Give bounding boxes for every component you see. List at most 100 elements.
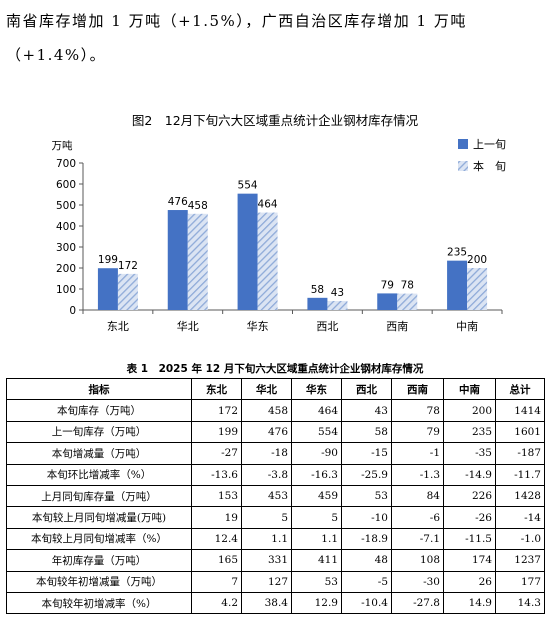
table-row: 本旬较年初增减率（%） 4.2 38.4 12.9 -10.4 -27.8 14.9 14.3	[6, 591, 545, 615]
value-cell: -90	[291, 442, 342, 465]
value-cell: 331	[241, 549, 292, 572]
category-label: 西南	[386, 320, 408, 333]
row-label-cell: 本旬库存（万吨）	[6, 399, 192, 422]
value-cell: 58	[341, 420, 392, 444]
category-label: 华东	[247, 319, 269, 333]
bar-current-华北	[187, 213, 208, 310]
category-label: 西北	[316, 320, 338, 333]
paragraph-line-1: 南省库存增加 1 万吨（+1.5%），广西自治区库存增加 1 万吨	[6, 12, 467, 30]
table-row: 本旬较年初增减量（万吨） 7 127 53 -5 -30 26 177	[6, 570, 545, 593]
value-cell: -14	[495, 506, 545, 529]
table-header-cell: 总计	[495, 377, 545, 401]
table-header-cell: 东北	[191, 377, 242, 401]
value-cell: -25.9	[341, 463, 392, 486]
table-row: 上一旬库存（万吨） 199 476 554 58 79 235 1601	[6, 420, 545, 444]
value-cell: 411	[291, 549, 342, 572]
value-cell: 1.1	[241, 527, 292, 551]
value-cell: -10	[341, 506, 392, 529]
y-tick-label: 300	[56, 242, 76, 254]
inventory-table: 指标 东北 华北 华东 西北 西南 中南 总计 本旬库存（万吨） 172 458 464 43 78 20…	[6, 377, 545, 615]
value-cell: 108	[391, 549, 444, 572]
bar-previous-华北	[167, 210, 188, 310]
table-header-cell: 中南	[443, 377, 496, 401]
value-cell: -26	[443, 506, 496, 529]
value-cell: 1601	[495, 420, 545, 444]
bar-current-西南	[397, 293, 418, 310]
value-cell: -6	[391, 506, 444, 529]
bar-previous-西北	[307, 297, 328, 310]
value-cell: 453	[241, 484, 292, 508]
value-cell: 165	[191, 549, 242, 572]
value-cell: 174	[443, 549, 496, 572]
value-cell: -11.5	[443, 527, 496, 551]
category-label: 中南	[456, 320, 478, 333]
value-cell: 200	[443, 399, 496, 422]
value-cell: 172	[191, 399, 242, 422]
value-cell: 554	[291, 420, 342, 444]
row-label-cell: 本旬较年初增减率（%）	[6, 591, 192, 615]
value-cell: -16.3	[291, 463, 342, 486]
value-cell: 127	[241, 570, 292, 593]
value-cell: 7	[191, 570, 242, 593]
row-label-cell: 本旬环比增减率（%）	[6, 463, 192, 486]
table-row: 本旬环比增减率（%） -13.6 -3.8 -16.3 -25.9 -1.3 -14.9 -1…	[6, 463, 545, 486]
value-cell: 5	[291, 506, 342, 529]
value-cell: -27.8	[391, 591, 444, 615]
value-cell: 177	[495, 570, 545, 593]
row-label-cell: 本旬较上月同旬增减量(万吨)	[6, 506, 192, 529]
value-cell: 459	[291, 484, 342, 508]
y-axis-label: 万吨	[52, 139, 73, 152]
value-cell: 48	[341, 549, 392, 572]
data-label: 172	[118, 260, 138, 272]
data-label: 554	[238, 180, 258, 192]
bar-previous-东北	[97, 268, 118, 310]
value-cell: 235	[443, 420, 496, 444]
value-cell: 84	[391, 484, 444, 508]
y-tick-label: 600	[56, 179, 76, 191]
table-row: 本旬较上月同旬增减率（%） 12.4 1.1 1.1 -18.9 -7.1 -11.5 -1.…	[6, 527, 545, 551]
value-cell: 43	[341, 399, 392, 422]
data-label: 79	[381, 279, 394, 291]
value-cell: 458	[241, 399, 292, 422]
data-label: 464	[258, 199, 278, 211]
value-cell: 5	[241, 506, 292, 529]
y-tick-label: 100	[56, 284, 76, 296]
data-label: 199	[98, 254, 118, 266]
y-tick-label: 700	[56, 158, 76, 170]
value-cell: -3.8	[241, 463, 292, 486]
row-label-cell: 上月同旬库存量（万吨）	[6, 484, 192, 508]
legend-swatch	[458, 139, 468, 149]
value-cell: -27	[191, 442, 242, 465]
legend-swatch	[458, 161, 468, 171]
table-row: 上月同旬库存量（万吨） 153 453 459 53 84 226 1428	[6, 484, 545, 508]
paragraph-line-2: （+1.4%）。	[6, 46, 107, 64]
value-cell: -15	[341, 442, 392, 465]
value-cell: 199	[191, 420, 242, 444]
category-label: 东北	[107, 320, 129, 333]
data-label: 458	[188, 200, 208, 212]
table-header-cell: 华东	[291, 377, 342, 401]
figure-title: 图2 12月下旬六大区域重点统计企业钢材库存情况	[131, 113, 419, 128]
inventory-bar-chart: 万吨 0 100 200 300 400 500 600 700 199 172 东北 476 458 华北…	[52, 138, 507, 333]
data-label: 43	[331, 287, 344, 299]
value-cell: -1.3	[391, 463, 444, 486]
row-label-cell: 本旬增减量（万吨）	[6, 442, 192, 465]
value-cell: -1	[391, 442, 444, 465]
value-cell: -5	[341, 570, 392, 593]
value-cell: 38.4	[241, 591, 292, 615]
bar-previous-华东	[237, 193, 258, 310]
row-label-cell: 年初库存量（万吨）	[6, 549, 192, 572]
bar-current-东北	[117, 273, 138, 310]
value-cell: 12.9	[291, 591, 342, 615]
value-cell: 19	[191, 506, 242, 529]
value-cell: -18	[241, 442, 292, 465]
table-row: 本旬较上月同旬增减量(万吨) 19 5 5 -10 -6 -26 -14	[6, 506, 545, 529]
value-cell: 4.2	[191, 591, 242, 615]
body-paragraph: 南省库存增加 1 万吨（+1.5%），广西自治区库存增加 1 万吨 （+1.4%…	[6, 4, 546, 72]
table-row: 年初库存量（万吨） 165 331 411 48 108 174 1237	[6, 549, 545, 572]
bar-current-中南	[467, 268, 488, 310]
legend-label: 本 旬	[473, 159, 506, 173]
row-label-cell: 上一旬库存（万吨）	[6, 420, 192, 444]
value-cell: 1414	[495, 399, 545, 422]
category-label: 华北	[177, 319, 199, 333]
